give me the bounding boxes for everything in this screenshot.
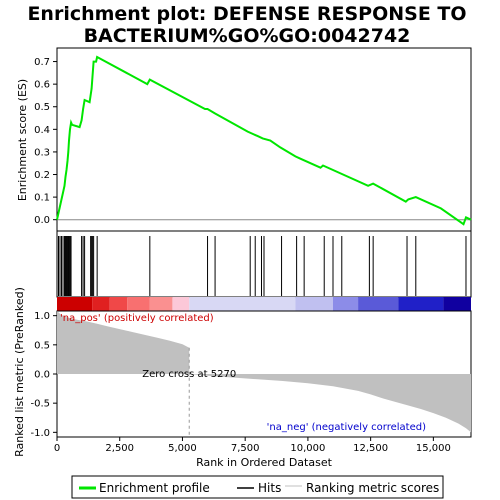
es-y-tick-label: 0.6 [34, 80, 50, 91]
color-bar-segment [172, 297, 190, 311]
x-tick-label: 10,000 [290, 443, 325, 454]
x-axis-label: Rank in Ordered Dataset [196, 456, 333, 469]
color-bar-segment [398, 297, 444, 311]
x-tick-label: 15,000 [416, 443, 451, 454]
metric-y-tick-label: -1.0 [30, 428, 50, 439]
color-bar-segment [333, 297, 359, 311]
x-tick-label: 5,000 [168, 443, 197, 454]
x-tick-label: 12,500 [353, 443, 388, 454]
metric-y-axis-label: Ranked list metric (PreRanked) [13, 287, 26, 457]
chart-title-line1: Enrichment plot: DEFENSE RESPONSE TO [27, 3, 466, 25]
legend-ranking-label: Ranking metric scores [306, 481, 439, 495]
metric-y-tick-label: 1.0 [34, 311, 50, 322]
es-y-tick-label: 0.7 [34, 57, 50, 68]
negative-correlation-label: 'na_neg' (negatively correlated) [267, 422, 426, 433]
ranking-metric-area [57, 311, 471, 433]
color-bar-segment [443, 297, 471, 311]
es-y-axis-label: Enrichment score (ES) [16, 79, 29, 201]
color-bar-segment [109, 297, 128, 311]
x-tick-label: 2,500 [105, 443, 134, 454]
chart-title-line2: BACTERIUM%GO%GO:0042742 [84, 25, 411, 47]
es-y-tick-label: 0.2 [34, 170, 50, 181]
color-bar-segment [149, 297, 173, 311]
color-bar-segment [189, 297, 296, 311]
color-bar-segment [92, 297, 110, 311]
x-tick-label: 7,500 [231, 443, 260, 454]
metric-y-tick-label: -0.5 [30, 399, 50, 410]
positive-correlation-label: 'na_pos' (positively correlated) [60, 313, 214, 324]
legend-box [71, 475, 444, 499]
es-y-tick-label: 0.0 [34, 215, 50, 226]
metric-y-tick-label: 0.0 [34, 370, 50, 381]
legend: Enrichment profile Hits Ranking metric s… [71, 475, 444, 499]
es-y-tick-label: 0.1 [34, 193, 50, 204]
hits-marks [58, 236, 467, 296]
color-bar-segment [57, 297, 93, 311]
metric-y-axis: 1.0 0.5 0.0 -0.5 -1.0 [30, 311, 57, 439]
x-tick-label: 0 [54, 443, 60, 454]
x-axis: 0 2,500 5,000 7,500 10,000 12,500 15,000 [54, 437, 451, 454]
enrichment-profile-line [56, 55, 472, 226]
color-bar-segment [295, 297, 333, 311]
zero-cross-label: Zero cross at 5270 [142, 369, 236, 380]
es-y-tick-label: 0.4 [34, 125, 50, 136]
color-bar-segment [127, 297, 150, 311]
rank-color-bar [57, 297, 471, 311]
legend-enrichment-label: Enrichment profile [99, 481, 210, 495]
legend-hits-label: Hits [258, 481, 281, 495]
color-bar-segment [358, 297, 399, 311]
es-y-tick-label: 0.5 [34, 102, 50, 113]
es-y-tick-label: 0.3 [34, 147, 50, 158]
es-y-axis: 0.0 0.1 0.2 0.3 0.4 0.5 0.6 0.7 [34, 57, 57, 226]
metric-y-tick-label: 0.5 [34, 340, 50, 351]
